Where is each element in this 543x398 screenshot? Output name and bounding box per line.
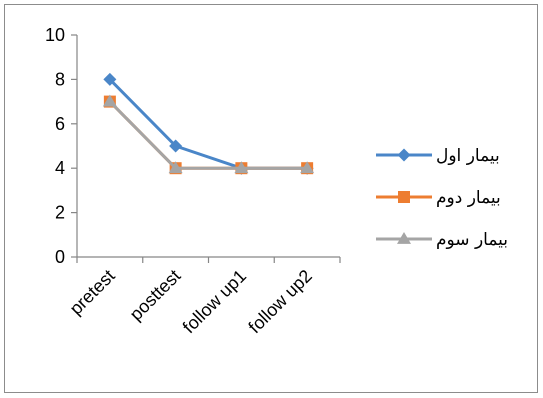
data-point-marker	[168, 161, 183, 174]
legend-item-2: بیمار دوم	[376, 188, 501, 208]
y-tick-label: 8	[55, 69, 65, 89]
series-3	[102, 94, 315, 174]
y-tick-label: 4	[55, 158, 65, 178]
series-2	[103, 95, 314, 175]
chart-frame	[4, 4, 538, 393]
legend: بیمار اول بیمار دوم بیمار سوم	[376, 146, 508, 250]
legend-marker	[398, 191, 410, 203]
legend-label: بیمار دوم	[436, 188, 501, 208]
legend-label: بیمار اول	[436, 146, 500, 166]
data-point-marker	[300, 161, 315, 174]
legend-label: بیمار سوم	[436, 230, 508, 250]
y-tick-label: 6	[55, 114, 65, 134]
series-line	[108, 78, 308, 170]
x-tick-label: posttest	[126, 266, 185, 325]
data-point-marker	[169, 139, 183, 153]
legend-item-3: بیمار سوم	[376, 230, 508, 250]
series-1	[103, 72, 314, 175]
data-point-marker	[102, 94, 117, 107]
data-point-marker	[103, 72, 117, 86]
x-tick-label: follow up1	[179, 266, 250, 337]
y-tick-label: 2	[55, 203, 65, 223]
x-tick-label: follow up2	[244, 266, 315, 337]
x-tick-label: pretest	[66, 266, 119, 319]
legend-item-1: بیمار اول	[376, 146, 500, 166]
series-layer	[102, 72, 315, 175]
y-tick-label: 10	[45, 25, 65, 45]
data-point-marker	[234, 161, 249, 174]
y-tick-label: 0	[55, 247, 65, 267]
legend-marker	[397, 232, 411, 244]
series-line	[108, 100, 308, 170]
legend-marker	[397, 148, 411, 162]
